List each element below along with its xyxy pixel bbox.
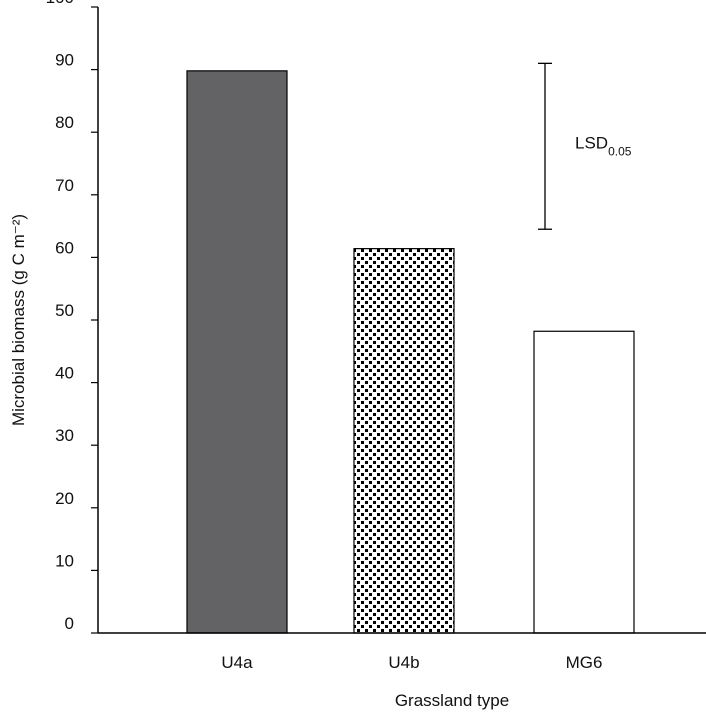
y-tick-label: 30 (55, 426, 74, 445)
lsd-bar-group: LSD0.05 (538, 62, 632, 230)
y-tick-label: 20 (55, 489, 74, 508)
bars-group (186, 70, 635, 634)
y-tick-label: 50 (55, 301, 74, 320)
y-tick-label: 40 (55, 364, 74, 383)
lsd-label: LSD0.05 (575, 133, 632, 158)
bar-u4b (353, 248, 455, 634)
bar-mg6 (533, 330, 635, 634)
bar-u4a (186, 70, 288, 634)
y-tick-label: 10 (55, 551, 74, 570)
y-tick-label: 100 (46, 0, 74, 7)
y-tick-label: 60 (55, 238, 74, 257)
y-axis-title: Microbial biomass (g C m⁻²) (9, 214, 28, 426)
x-axis-title: Grassland type (395, 691, 509, 710)
x-tick-label: U4b (388, 653, 419, 672)
y-tick-label: 90 (55, 51, 74, 70)
y-tick-label: 70 (55, 176, 74, 195)
x-tick-label: U4a (221, 653, 253, 672)
x-tick-label: MG6 (566, 653, 603, 672)
y-tick-label: 80 (55, 113, 74, 132)
y-ticks-group: 0 10 20 30 40 50 60 70 80 90 100 (46, 0, 98, 634)
x-ticks-group: U4a U4b MG6 (221, 653, 602, 672)
y-tick-label: 0 (65, 614, 74, 633)
